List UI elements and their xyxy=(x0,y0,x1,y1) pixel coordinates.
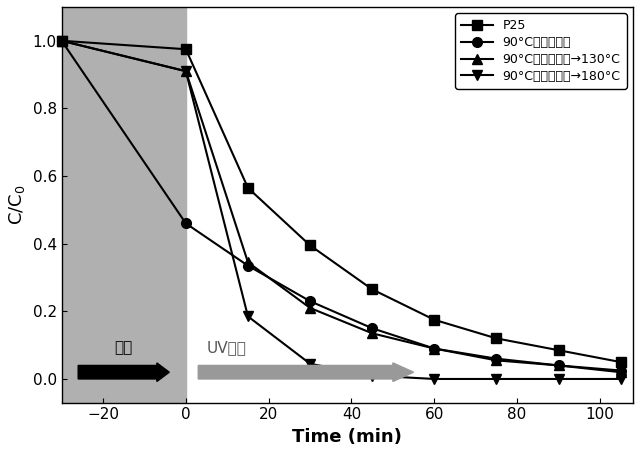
90°C（開放系）→180°C xyxy=(555,376,563,382)
90°C（開放系） xyxy=(58,38,65,43)
Bar xyxy=(61,7,186,403)
FancyArrow shape xyxy=(78,363,169,381)
90°C（開放系）→130°C xyxy=(617,370,625,375)
90°C（開放系）→130°C xyxy=(244,260,252,265)
90°C（開放系） xyxy=(306,299,314,304)
P25 xyxy=(555,347,563,353)
P25 xyxy=(58,38,65,43)
Line: 90°C（開放系）: 90°C（開放系） xyxy=(57,36,625,376)
90°C（開放系）→180°C xyxy=(182,68,189,74)
Line: P25: P25 xyxy=(57,36,625,367)
90°C（開放系）→130°C xyxy=(555,363,563,368)
90°C（開放系） xyxy=(431,346,438,351)
90°C（開放系） xyxy=(369,326,376,331)
X-axis label: Time (min): Time (min) xyxy=(292,428,403,446)
90°C（開放系）→180°C xyxy=(431,376,438,382)
90°C（開放系）→180°C xyxy=(493,376,500,382)
90°C（開放系）→180°C xyxy=(369,373,376,378)
90°C（開放系） xyxy=(617,368,625,373)
90°C（開放系） xyxy=(555,363,563,368)
Line: 90°C（開放系）→130°C: 90°C（開放系）→130°C xyxy=(57,36,625,377)
90°C（開放系） xyxy=(244,263,252,268)
Text: UV照射: UV照射 xyxy=(207,340,246,355)
Line: 90°C（開放系）→180°C: 90°C（開放系）→180°C xyxy=(57,36,625,384)
P25 xyxy=(369,287,376,292)
90°C（開放系）→130°C xyxy=(58,38,65,43)
90°C（開放系） xyxy=(182,221,189,226)
90°C（開放系）→130°C xyxy=(306,305,314,311)
Y-axis label: C/C$_0$: C/C$_0$ xyxy=(7,184,27,225)
Legend: P25, 90°C（開放系）, 90°C（開放系）→130°C, 90°C（開放系）→180°C: P25, 90°C（開放系）, 90°C（開放系）→130°C, 90°C（開放… xyxy=(455,13,627,89)
P25 xyxy=(493,336,500,341)
90°C（開放系） xyxy=(493,356,500,361)
P25 xyxy=(182,47,189,52)
90°C（開放系）→130°C xyxy=(369,331,376,336)
P25 xyxy=(244,185,252,191)
90°C（開放系）→130°C xyxy=(182,68,189,74)
90°C（開放系）→180°C xyxy=(58,38,65,43)
90°C（開放系）→130°C xyxy=(431,346,438,351)
P25 xyxy=(306,243,314,248)
90°C（開放系）→130°C xyxy=(493,358,500,363)
90°C（開放系）→180°C xyxy=(244,313,252,319)
P25 xyxy=(617,359,625,365)
P25 xyxy=(431,317,438,323)
FancyArrow shape xyxy=(198,363,413,381)
90°C（開放系）→180°C xyxy=(306,361,314,366)
90°C（開放系）→180°C xyxy=(617,376,625,382)
Text: 吸着: 吸着 xyxy=(115,340,133,355)
